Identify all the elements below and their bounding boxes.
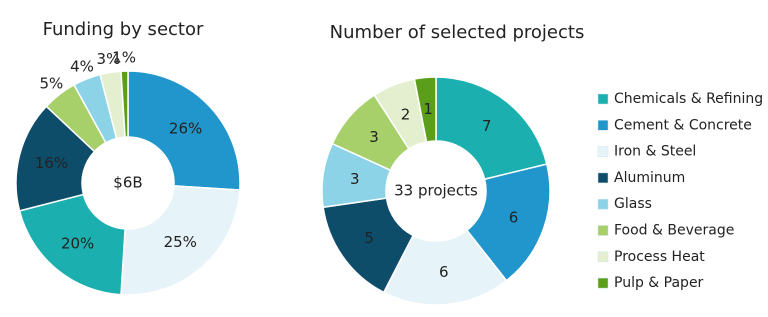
data-label: 5% xyxy=(39,75,63,93)
slice xyxy=(18,193,126,296)
slice xyxy=(120,70,129,138)
slice xyxy=(413,76,437,143)
data-label: 6 xyxy=(439,263,449,281)
legend-label: Glass xyxy=(614,196,652,212)
data-label: 3% xyxy=(97,50,121,68)
slice xyxy=(127,70,241,191)
chart-title: Funding by sector xyxy=(43,19,204,40)
legend-swatch xyxy=(597,146,609,157)
legend-label: Chemicals & Refining xyxy=(614,91,763,107)
data-label: 2 xyxy=(401,105,411,123)
legend-label: Process Heat xyxy=(614,249,705,265)
data-label: 25% xyxy=(164,233,197,251)
data-label: 7 xyxy=(482,117,492,135)
legend-label: Pulp & Paper xyxy=(614,275,704,291)
legend-swatch xyxy=(597,198,609,210)
legend-swatch xyxy=(597,251,609,263)
legend-label: Food & Beverage xyxy=(614,223,734,239)
data-label: 1 xyxy=(423,100,433,118)
legend-label: Cement & Concrete xyxy=(614,117,752,133)
slice xyxy=(435,76,548,181)
legend-swatch xyxy=(597,120,609,131)
center-label: 33 projects xyxy=(394,182,478,200)
legend-label: Aluminum xyxy=(614,170,685,186)
data-label: 16% xyxy=(35,154,68,172)
legend-swatch xyxy=(597,277,609,289)
data-label: 20% xyxy=(61,234,94,252)
chart-title: Number of selected projects xyxy=(330,22,585,43)
data-label: 4% xyxy=(70,57,94,75)
data-label: 3 xyxy=(369,128,379,146)
slice xyxy=(120,185,241,296)
data-label: 26% xyxy=(169,119,202,137)
slice xyxy=(382,229,508,306)
legend-swatch xyxy=(597,93,609,105)
data-label: 3 xyxy=(350,170,360,188)
legend-swatch xyxy=(597,172,609,184)
data-label: 1% xyxy=(112,49,136,67)
legend-label: Iron & Steel xyxy=(614,144,696,160)
data-label: 6 xyxy=(509,208,519,226)
legend-swatch xyxy=(597,225,609,236)
center-label: $6B xyxy=(113,174,142,192)
slice xyxy=(465,163,551,282)
data-label: 5 xyxy=(364,229,374,247)
